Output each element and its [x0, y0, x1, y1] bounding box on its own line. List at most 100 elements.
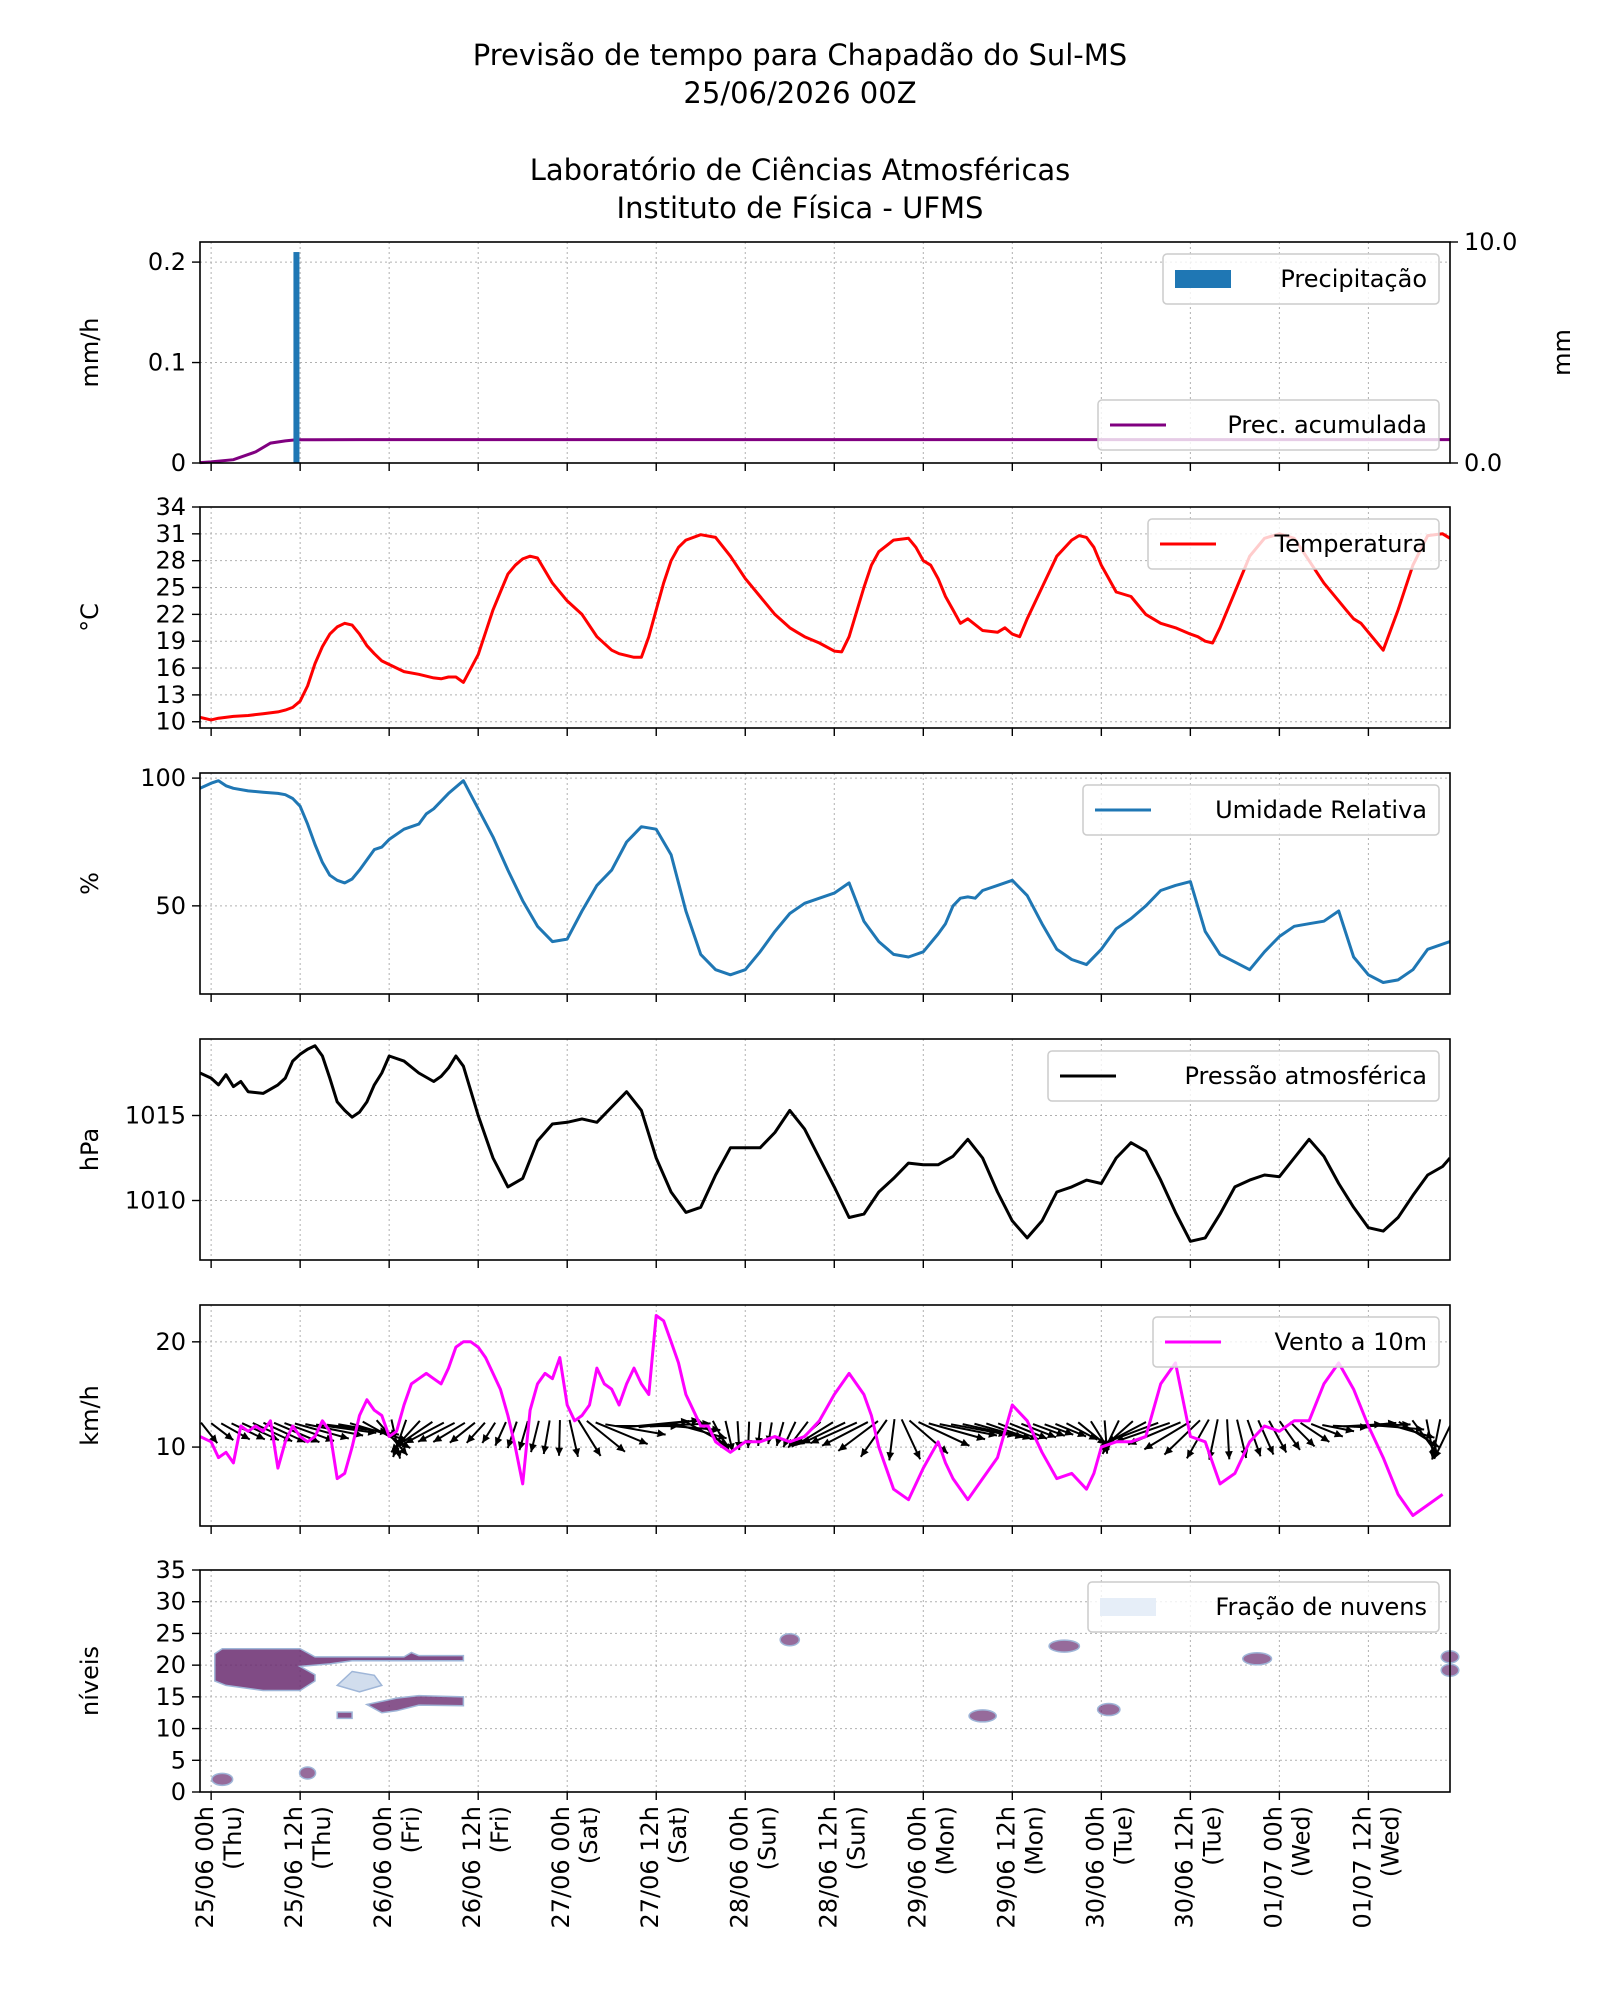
y-tick-label: 30: [155, 1588, 186, 1616]
y-tick-label: 1010: [125, 1187, 186, 1215]
legend: Fração de nuvens: [1087, 1581, 1440, 1633]
axes-frame: [199, 1304, 1451, 1527]
legend-label: Pressão atmosférica: [1184, 1062, 1427, 1090]
y2-axis-label: mm: [1548, 329, 1576, 376]
cloud-patch-dot: [211, 1772, 234, 1787]
axes-frame: [199, 241, 1451, 464]
wind-arrow: [1115, 1421, 1171, 1443]
legend-box: [1082, 784, 1440, 836]
cloud-fraction-panel: 0 5 10 15 20 25 30 35 níveis Fração de nuvens: [76, 1556, 1460, 1806]
wind-arrow-head: [495, 1436, 503, 1446]
wind-arrow: [1163, 1419, 1201, 1456]
y-tick-label: 15: [155, 1683, 186, 1711]
legend-box: [1047, 1050, 1440, 1102]
axes-frame: [199, 1038, 1451, 1261]
x-tick-weekday: (Sat): [575, 1806, 603, 1864]
wind-arrow-head: [395, 1438, 405, 1447]
x-tick-label: 30/06 12h: [1170, 1806, 1198, 1929]
wind-arrow-head: [691, 1417, 700, 1425]
wind-arrow: [605, 1423, 666, 1436]
wind-arrow-head: [976, 1433, 986, 1441]
y-tick-label: 35: [155, 1556, 186, 1584]
wind-arrow-head: [255, 1432, 265, 1440]
y-tick-label: 100: [140, 764, 186, 792]
wind-arrow-head: [1333, 1429, 1343, 1438]
cloud-patch-dot: [298, 1766, 317, 1780]
wind-arrow-head: [339, 1432, 349, 1441]
wind-arrow-head: [466, 1434, 476, 1443]
cloud-patch-lower: [364, 1694, 465, 1714]
y-tick-label: 0.2: [148, 248, 186, 276]
wind-arrow-head: [391, 1443, 400, 1453]
precip-bar: [293, 252, 300, 463]
wind-arrow-head: [1106, 1435, 1116, 1444]
legend: Precipitação: [1162, 253, 1440, 305]
x-tick-weekday: (Sat): [664, 1806, 692, 1864]
wind-arrow-head: [860, 1447, 869, 1457]
wind-arrow: [595, 1421, 649, 1445]
y-tick-label: 28: [155, 547, 186, 575]
wind-arrow-head: [401, 1440, 411, 1449]
wind-arrow-head: [224, 1432, 234, 1441]
y-tick-label: 13: [155, 681, 186, 709]
y-tick-label: 10: [155, 708, 186, 736]
legend-label: Prec. acumulada: [1227, 411, 1427, 439]
legend-label: Temperatura: [1274, 530, 1428, 558]
wind-arrow-head: [310, 1435, 320, 1443]
wind-arrow: [294, 1422, 350, 1440]
y-axis-label: km/h: [76, 1385, 104, 1446]
cloud-patch-dot: [1241, 1652, 1273, 1666]
x-tick-label: 26/06 00h: [369, 1806, 397, 1929]
wind-arrow-head: [1224, 1451, 1233, 1460]
wind-arrow-head: [1306, 1437, 1315, 1447]
wind-arrow: [821, 1421, 869, 1447]
wind-arrow-head: [1046, 1430, 1056, 1439]
wind-arrow-head: [529, 1443, 537, 1453]
temperature-line: [200, 532, 1450, 722]
x-tick-weekday: (Sun): [842, 1806, 870, 1870]
wind-arrow-head: [638, 1437, 648, 1445]
wind-arrow-head: [886, 1451, 895, 1461]
pressure-panel: 1010 1015 hPa Pressão atmosférica: [76, 1038, 1451, 1268]
wind-arrow-head: [838, 1442, 848, 1451]
cloud-patch-dot: [1048, 1639, 1081, 1653]
figure-title-line1: Previsão de tempo para Chapadão do Sul-M…: [473, 38, 1127, 72]
legend-swatch: [1100, 1598, 1156, 1616]
y-tick-label: 0.1: [148, 349, 186, 377]
x-tick-label: 01/07 00h: [1259, 1806, 1287, 1929]
x-tick-weekday: (Mon): [931, 1806, 959, 1875]
wind-arrow-head: [418, 1434, 428, 1442]
x-tick-label: 01/07 12h: [1348, 1806, 1376, 1929]
x-tick-weekday: (Wed): [1376, 1806, 1404, 1877]
figure-title-line2: 25/06/2026 00Z: [683, 76, 916, 110]
wind-arrow-head: [517, 1441, 526, 1451]
axes-frame: [199, 1569, 1451, 1793]
wind-arrow: [586, 1420, 626, 1453]
y-tick-label: 5: [171, 1746, 186, 1774]
y-tick-label: 20: [155, 1328, 186, 1356]
wind-arrow-head: [1292, 1441, 1300, 1450]
y-tick-label: 25: [155, 1619, 186, 1647]
wind-arrow: [974, 1422, 1024, 1439]
wind-arrow: [1143, 1420, 1192, 1451]
x-tick-label: 27/06 12h: [636, 1806, 664, 1929]
wind-arrow: [810, 1421, 858, 1445]
x-tick-label: 27/06 00h: [547, 1806, 575, 1929]
x-tick-weekday: (Fri): [486, 1806, 514, 1853]
x-tick-weekday: (Sun): [753, 1806, 781, 1870]
y-tick-label: 25: [155, 574, 186, 602]
wind-arrow-head: [506, 1439, 515, 1449]
wind-arrows: [200, 1417, 1450, 1461]
wind-arrow-head: [482, 1434, 490, 1444]
wind-arrow: [928, 1422, 986, 1441]
wind-arrow-head: [1402, 1420, 1411, 1429]
x-tick-label: 26/06 12h: [458, 1806, 486, 1929]
wind-arrow-head: [541, 1445, 550, 1455]
wind-arrow-head: [616, 1443, 625, 1452]
cloud-patch-dot: [1096, 1702, 1121, 1717]
wind-arrow-head: [592, 1446, 601, 1456]
humidity-panel: 50 100% Umidade Relativa: [76, 764, 1451, 1002]
x-tick-label: 28/06 12h: [814, 1806, 842, 1929]
